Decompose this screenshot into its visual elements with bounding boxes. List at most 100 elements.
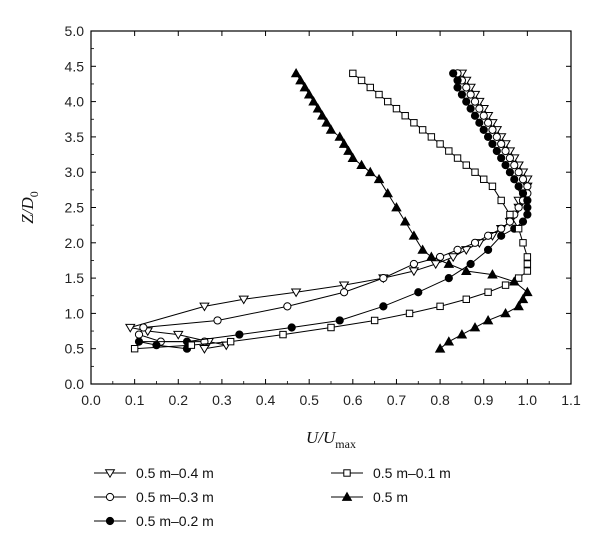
data-point-0-5-m-0-1-m <box>506 210 514 219</box>
legend-marker <box>104 469 116 479</box>
x-tick-label: 0.9 <box>474 392 494 408</box>
data-point-0-5-m <box>365 166 376 177</box>
data-point-0-5-m-0-2-m <box>235 330 244 339</box>
data-point-0-5-m-0-4-m <box>447 253 459 263</box>
series-0-5-m-0-3-m <box>134 69 532 346</box>
data-point-0-5-m <box>299 82 311 92</box>
data-point-0-5-m-0-2-m <box>444 274 453 283</box>
data-point-0-5-m-0-2-m <box>505 168 515 177</box>
data-point-0-5-m-0-2-m <box>518 217 528 226</box>
data-point-0-5-m <box>334 131 345 141</box>
data-point-0-5-m <box>408 230 420 240</box>
data-point-0-5-m-0-1-m <box>279 330 287 339</box>
data-point-0-5-m-0-4-m <box>124 323 136 333</box>
data-point-0-5-m <box>343 145 354 155</box>
data-point-0-5-m <box>456 329 468 339</box>
legend-marker <box>105 492 115 502</box>
data-point-0-5-m-0-1-m <box>349 69 357 78</box>
data-point-0-5-m-0-3-m <box>453 245 462 254</box>
data-point-0-5-m-0-3-m <box>475 104 484 113</box>
data-point-0-5-m-0-2-m <box>518 189 528 198</box>
data-point-0-5-m-0-3-m <box>479 111 488 120</box>
data-point-0-5-m-0-2-m <box>335 316 344 325</box>
data-point-0-5-m-0-2-m <box>497 153 506 163</box>
x-tick-label: 0.4 <box>256 392 276 408</box>
x-tick-label: 1.0 <box>518 392 538 408</box>
data-point-0-5-m <box>308 96 319 106</box>
data-point-0-5-m-0-1-m <box>392 104 401 113</box>
data-point-0-5-m-0-1-m <box>523 267 532 275</box>
y-tick-label: 0.5 <box>65 341 85 357</box>
y-tick-label: 5.0 <box>65 23 85 39</box>
data-point-0-5-m <box>434 343 446 353</box>
series-line-0-5-m <box>295 73 529 350</box>
data-point-0-5-m-0-4-m <box>238 295 250 305</box>
data-point-0-5-m-0-1-m <box>384 97 392 106</box>
x-axis-title-subscript: max <box>335 437 356 451</box>
data-point-0-5-m <box>513 300 524 311</box>
data-point-0-5-m <box>373 173 385 184</box>
data-point-0-5-m-0-3-m <box>470 97 480 106</box>
data-point-0-5-m-0-1-m <box>427 133 436 141</box>
data-point-0-5-m-0-1-m <box>488 182 497 191</box>
x-tick-label: 0.7 <box>387 392 407 408</box>
x-tick-label: 0.5 <box>299 392 319 408</box>
x-tick-label: 0.6 <box>343 392 363 408</box>
legend-item: 0.5 m <box>331 489 408 505</box>
data-point-0-5-m-0-2-m <box>457 90 467 99</box>
data-point-0-5-m-0-1-m <box>514 224 523 233</box>
data-point-0-5-m-0-3-m <box>518 175 528 184</box>
data-point-0-5-m-0-1-m <box>519 239 527 247</box>
legend-label: 0.5 m–0.3 m <box>136 489 214 505</box>
data-point-0-5-m-0-3-m <box>523 182 532 191</box>
data-point-0-5-m-0-3-m <box>379 274 388 283</box>
legend-item: 0.5 m–0.2 m <box>94 513 214 529</box>
data-point-0-5-m-0-3-m <box>483 231 493 240</box>
data-point-0-5-m-0-2-m <box>134 337 144 346</box>
data-point-0-5-m <box>303 89 315 99</box>
x-tick-label: 0.3 <box>212 392 232 408</box>
y-axis-title-subscript: 0 <box>27 191 41 197</box>
legend-item: 0.5 m–0.3 m <box>94 489 214 505</box>
legend-label: 0.5 m–0.2 m <box>136 513 214 529</box>
data-point-0-5-m-0-2-m <box>483 245 493 254</box>
data-point-0-5-m <box>487 269 498 279</box>
data-point-0-5-m <box>399 216 411 226</box>
data-point-0-5-m-0-2-m <box>510 175 519 184</box>
data-point-0-5-m-0-1-m <box>226 337 235 346</box>
data-point-0-5-m-0-2-m <box>287 323 296 332</box>
data-point-0-5-m-0-2-m <box>488 139 497 149</box>
data-point-0-5-m-0-4-m <box>290 288 302 298</box>
data-point-0-5-m-0-1-m <box>523 253 532 261</box>
data-point-0-5-m <box>443 258 455 268</box>
data-point-0-5-m-0-1-m <box>514 274 523 282</box>
data-point-0-5-m-0-3-m <box>492 132 501 141</box>
legend-item: 0.5 m–0.4 m <box>94 465 214 481</box>
data-point-0-5-m-0-3-m <box>339 288 349 297</box>
data-point-0-5-m <box>347 152 359 162</box>
data-point-0-5-m <box>317 110 328 120</box>
data-point-0-5-m <box>469 322 481 332</box>
data-point-0-5-m <box>443 336 455 346</box>
y-tick-label: 3.5 <box>65 129 85 145</box>
legend-label: 0.5 m–0.1 m <box>373 465 451 481</box>
data-point-0-5-m-0-1-m <box>480 175 488 183</box>
data-point-0-5-m-0-4-m <box>199 302 210 312</box>
y-tick-label: 0.0 <box>65 376 85 392</box>
data-point-0-5-m-0-2-m <box>483 132 493 141</box>
y-tick-label: 2.0 <box>65 235 85 251</box>
data-point-0-5-m-0-3-m <box>470 238 480 247</box>
data-point-0-5-m-0-1-m <box>130 345 139 353</box>
data-point-0-5-m <box>382 187 393 198</box>
data-point-0-5-m <box>500 307 511 318</box>
data-point-0-5-m-0-2-m <box>462 97 471 106</box>
y-axis-title: Z/D0 <box>18 191 41 223</box>
data-point-0-5-m <box>517 293 529 304</box>
data-point-0-5-m <box>356 159 367 170</box>
data-point-0-5-m-0-4-m <box>172 330 184 340</box>
data-point-0-5-m-0-3-m <box>514 168 523 177</box>
data-point-0-5-m-0-3-m <box>462 83 471 92</box>
legend-label: 0.5 m <box>373 489 408 505</box>
